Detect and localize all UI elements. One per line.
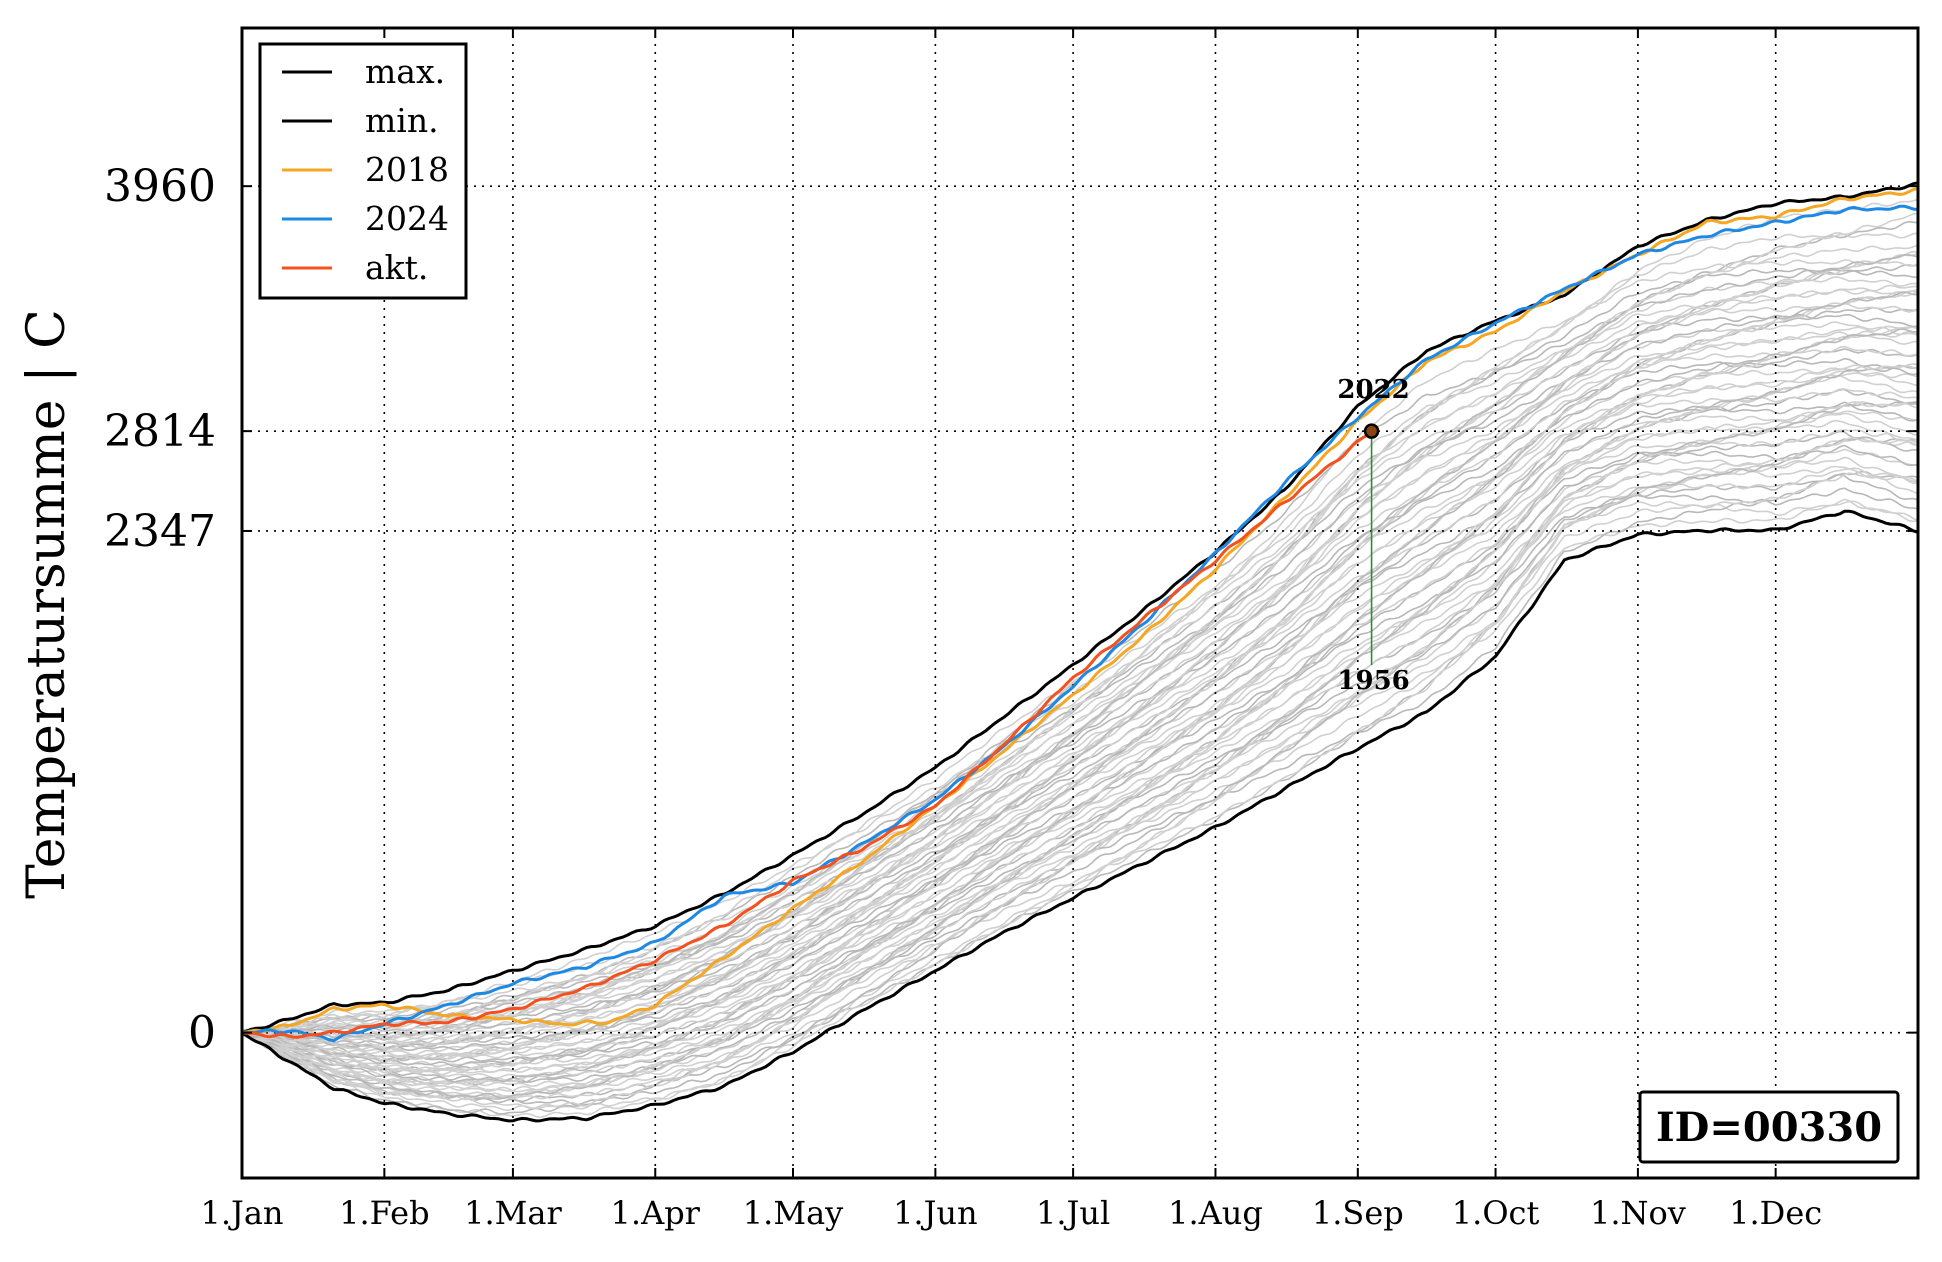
year-line — [241, 487, 1919, 1106]
series-line-max — [241, 181, 1919, 1035]
background-years-lines — [241, 198, 1919, 1119]
year-line — [241, 345, 1919, 1043]
year-line — [241, 253, 1919, 1035]
annotation-year: 2022 — [1337, 375, 1409, 405]
x-tick-label: 1.Dec — [1729, 1194, 1822, 1232]
year-line — [241, 437, 1919, 1092]
x-tick-label: 1.Oct — [1452, 1194, 1540, 1232]
year-line — [241, 367, 1919, 1053]
year-line — [241, 430, 1919, 1086]
year-line — [241, 473, 1919, 1103]
year-line — [241, 357, 1919, 1047]
year-line — [241, 259, 1919, 1033]
legend-label: min. — [365, 101, 439, 140]
id-box-frame — [1638, 1090, 1900, 1164]
id-label: ID=00330 — [1656, 1104, 1882, 1151]
year-line — [241, 252, 1919, 1036]
series-line-akt — [241, 430, 1373, 1039]
x-tick-label: 1.Jun — [893, 1194, 978, 1232]
year-line — [241, 302, 1919, 1034]
x-tick-label: 1.Aug — [1168, 1194, 1263, 1232]
y-tick-label: 2814 — [104, 406, 216, 457]
year-line — [241, 375, 1919, 1063]
series-line-2018 — [241, 187, 1919, 1035]
year-line — [241, 456, 1919, 1087]
plot-frame — [240, 26, 1920, 1180]
current-value-marker — [1363, 423, 1380, 439]
year-line — [241, 250, 1919, 1038]
id-box: ID=00330 — [1638, 1090, 1900, 1164]
x-tick-label: 1.May — [743, 1194, 843, 1232]
x-tick-label: 1.Feb — [339, 1194, 429, 1232]
series-line-min — [241, 509, 1919, 1123]
year-line — [241, 325, 1919, 1059]
year-line — [241, 436, 1919, 1100]
series-lines — [241, 181, 1919, 1123]
year-line — [241, 371, 1919, 1074]
legend: max. min. 2018 2024 akt. — [258, 42, 468, 300]
legend-label: 2018 — [365, 150, 449, 189]
y-tick-label: 2347 — [104, 506, 216, 557]
year-line — [241, 288, 1919, 1039]
year-line — [241, 212, 1919, 1036]
legend-label: 2024 — [365, 199, 449, 238]
legend-label: akt. — [365, 248, 428, 287]
year-line — [241, 198, 1919, 1035]
x-tick-label: 1.Mar — [464, 1194, 562, 1232]
year-line — [241, 244, 1919, 1035]
year-line — [241, 401, 1919, 1086]
year-line — [241, 328, 1919, 1052]
annotation-year: 1956 — [1337, 666, 1409, 696]
year-line — [241, 388, 1919, 1060]
x-tick-label: 1.Jul — [1036, 1194, 1110, 1232]
annotations: 2022 1956 — [1337, 375, 1409, 696]
year-line — [241, 401, 1919, 1083]
year-line — [241, 264, 1918, 1041]
x-axis-ticks: 1.Jan 1.Feb 1.Mar 1.Apr 1.May 1.Jun 1.Jul 1.Aug… — [200, 28, 1822, 1232]
year-line — [241, 412, 1919, 1068]
year-line — [241, 410, 1919, 1086]
y-axis-ticks: 0 2347 2814 3960 — [104, 161, 1918, 1059]
year-line — [241, 275, 1919, 1036]
grid — [242, 28, 1918, 1178]
y-tick-label: 0 — [188, 1008, 216, 1059]
y-tick-label: 3960 — [104, 161, 216, 212]
x-tick-label: 1.Nov — [1590, 1194, 1686, 1232]
year-line — [241, 419, 1919, 1076]
series-line-2024 — [241, 204, 1919, 1043]
x-tick-label: 1.Jan — [200, 1194, 283, 1232]
year-line — [241, 267, 1919, 1033]
year-line — [241, 288, 1919, 1047]
year-line — [241, 364, 1919, 1056]
year-line — [241, 364, 1919, 1068]
x-tick-label: 1.Sep — [1312, 1194, 1404, 1232]
year-line — [242, 290, 1919, 1051]
legend-label: max. — [365, 52, 445, 91]
year-line — [241, 220, 1919, 1035]
y-axis-label: Temperatursumme | C — [17, 309, 77, 899]
x-tick-label: 1.Apr — [611, 1194, 701, 1232]
year-line — [241, 330, 1919, 1063]
year-line — [241, 232, 1919, 1034]
year-line — [241, 325, 1919, 1040]
